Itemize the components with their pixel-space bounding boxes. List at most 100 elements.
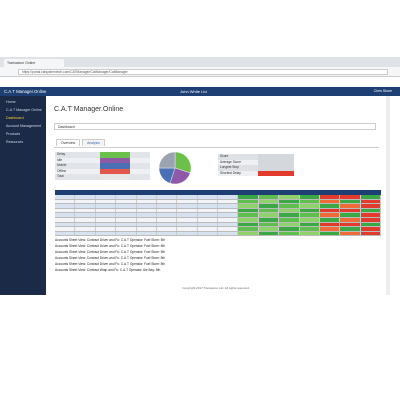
grid-cell	[299, 204, 320, 208]
sidebar-item[interactable]: Home	[6, 100, 16, 104]
grid-cell	[218, 227, 239, 231]
stats-row: Longest Stop	[218, 165, 294, 171]
grid-cell	[157, 199, 178, 204]
sidebar-item[interactable]: Account Management	[6, 124, 41, 128]
grid-cell	[279, 195, 300, 199]
url[interactable]: https://portal.catsystemtech.com/CATMana…	[18, 69, 388, 75]
summary-bar	[100, 163, 130, 169]
grid-cell	[258, 208, 280, 213]
grid-cell	[299, 213, 320, 217]
grid-cell	[238, 199, 259, 204]
sidebar-item[interactable]: Resources	[6, 140, 24, 144]
grid-cell	[299, 231, 320, 236]
stats-label: Shortest Delay	[220, 170, 241, 175]
grid-cell	[299, 208, 320, 213]
summary-row: Idle	[55, 157, 150, 163]
summary-row: Total	[55, 174, 150, 180]
stats-table: Score Average Score Longest Stop Shortest D…	[218, 154, 294, 176]
grid-cell	[238, 204, 259, 208]
account-row[interactable]: Accounts Sheet View: Contract Driver and…	[55, 262, 166, 266]
account-row[interactable]: Accounts Sheet View: Contract Driver and…	[55, 238, 166, 242]
grid-cell	[96, 208, 117, 213]
grid-cell	[116, 195, 137, 199]
grid-cell	[340, 199, 361, 204]
summary-row: Delay	[55, 152, 150, 158]
grid-cell	[75, 231, 96, 236]
grid-cell	[258, 231, 280, 236]
grid-row	[55, 204, 381, 209]
grid-cell	[55, 231, 76, 236]
grid-cell	[75, 195, 96, 199]
grid-cell	[137, 199, 157, 204]
grid-row	[55, 217, 381, 223]
grid-cell	[360, 208, 381, 213]
grid-cell	[116, 227, 137, 231]
app-name[interactable]: C.A.T Manager.Online	[4, 89, 47, 94]
account-row[interactable]: Accounts Sheet View: Contract Driver and…	[55, 250, 166, 254]
grid-cell	[96, 222, 117, 227]
grid-cell	[340, 222, 361, 227]
tab[interactable]: Analysis	[82, 139, 105, 146]
grid-cell	[157, 227, 178, 231]
grid-cell	[340, 213, 361, 217]
pie-chart	[158, 151, 192, 185]
grid-cell	[258, 213, 280, 217]
grid-cell	[319, 231, 341, 236]
scrollbar[interactable]	[386, 96, 390, 295]
grid-cell	[198, 204, 218, 208]
grid-cell	[157, 204, 178, 208]
grid-cell	[198, 217, 218, 222]
grid-cell	[319, 204, 341, 208]
grid-cell	[96, 195, 117, 199]
summary-row: Mobile	[55, 163, 150, 169]
grid-cell	[157, 213, 178, 217]
sidebar-item[interactable]: Products	[6, 132, 21, 136]
grid-cell	[116, 231, 137, 236]
grid-cell	[360, 231, 381, 236]
grid-cell	[55, 217, 76, 222]
sidebar-item[interactable]: C.A.T Manager Online	[6, 108, 42, 112]
grid-cell	[279, 231, 300, 236]
account-row[interactable]: Accounts Sheet View: Contract Wrap and F…	[55, 268, 161, 272]
footer: Copyright 2017 Transaxion Ltd. All right…	[182, 286, 250, 290]
browser-tab[interactable]: Transaxion Online	[4, 59, 64, 67]
tab-bar: Transaxion Online	[0, 57, 400, 67]
grid-cell	[75, 217, 96, 222]
summary-row: Offline	[55, 168, 150, 174]
grid-cell	[177, 213, 198, 217]
grid-row	[55, 213, 381, 218]
grid-cell	[116, 213, 137, 217]
grid-cell	[157, 231, 178, 236]
summary-bar	[100, 174, 130, 180]
grid-cell	[137, 231, 157, 236]
account-row[interactable]: Accounts Sheet View: Contract Driver and…	[55, 244, 166, 248]
grid-cell	[55, 195, 76, 199]
grid-cell	[75, 213, 96, 217]
grid-row	[55, 222, 381, 228]
grid-cell	[116, 204, 137, 208]
grid-cell	[258, 195, 280, 199]
grid-cell	[75, 227, 96, 231]
grid-cell	[218, 231, 239, 236]
summary-label: Mobile	[57, 163, 67, 167]
grid-cell	[279, 208, 300, 213]
grid-cell	[238, 208, 259, 213]
grid-cell	[198, 231, 218, 236]
content: C.A.T Manager.Online Dashboard Overview A…	[46, 96, 386, 295]
grid-cell	[319, 195, 341, 199]
company: John White Ltd	[180, 89, 207, 94]
user[interactable]: Chris Stone	[373, 89, 392, 93]
page-title: C.A.T Manager.Online	[54, 106, 124, 113]
tab[interactable]: Overview	[56, 139, 81, 146]
stats-row: Score	[218, 154, 294, 160]
grid-cell	[279, 217, 300, 222]
account-row[interactable]: Accounts Sheet View: Contract Driver and…	[55, 256, 166, 260]
grid-cell	[137, 227, 157, 231]
grid-header	[55, 190, 381, 195]
sidebar-item[interactable]: Dashboard	[6, 116, 24, 120]
grid-cell	[340, 195, 361, 199]
grid-cell	[319, 227, 341, 231]
stats-row: Average Score	[218, 159, 294, 165]
grid-cell	[319, 213, 341, 217]
filter[interactable]: Dashboard	[54, 123, 376, 130]
